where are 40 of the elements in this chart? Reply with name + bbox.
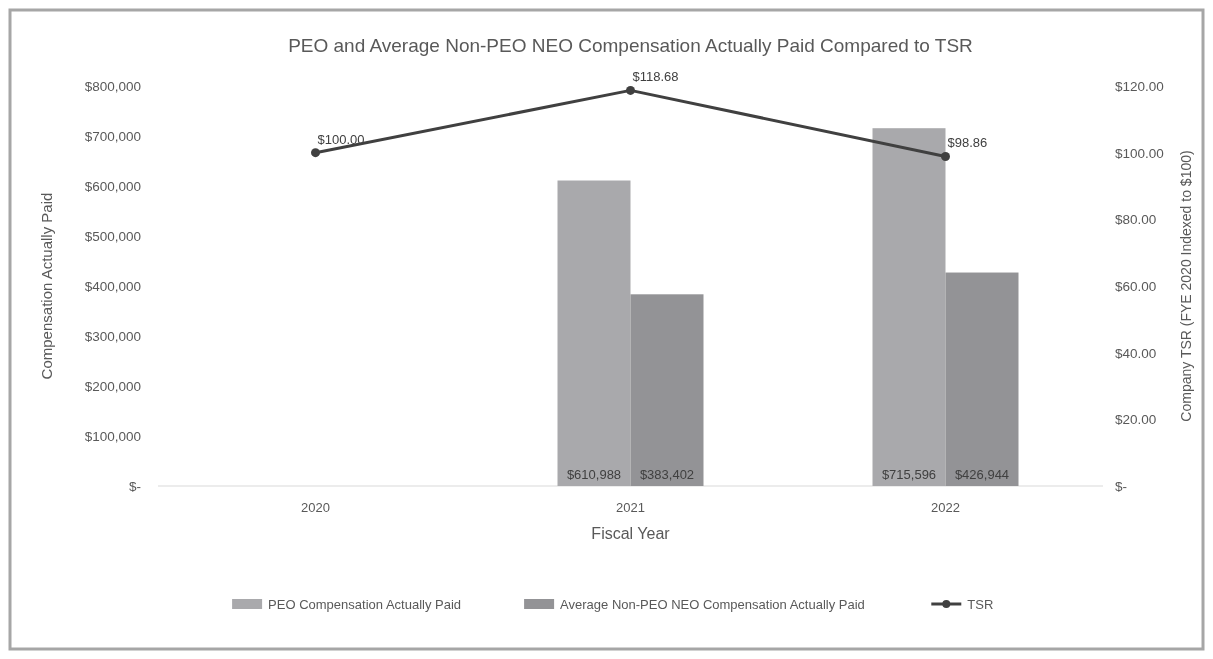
data-label: $383,402 (639, 467, 695, 482)
y2-tick-label: $20.00 (1115, 412, 1157, 428)
y2-tick-label: $60.00 (1115, 279, 1157, 294)
y2-tick-label: $120.00 (1115, 79, 1164, 94)
x-axis-title: Fiscal Year (591, 525, 671, 542)
y2-axis-title: Company TSR (FYE 2020 Indexed to $100) (1178, 150, 1194, 422)
y2-tick-label: $80.00 (1115, 212, 1157, 228)
data-label: $118.68 (632, 69, 679, 85)
y-tick-label: $600,000 (84, 179, 141, 194)
y-tick-label: $- (128, 479, 141, 494)
bar (872, 128, 946, 486)
y2-tick-label: $- (1115, 479, 1128, 494)
x-tick-label: 2021 (616, 500, 645, 515)
point (941, 151, 950, 161)
bar (945, 272, 1019, 486)
legend-label: TSR (967, 597, 994, 612)
chart-title: PEO and Average Non-PEO NEO Compensation Actually Paid Compared to TSR (288, 35, 973, 56)
data-label: $100.00 (317, 131, 365, 147)
y-tick-label: $800,000 (84, 79, 141, 94)
y-tick-label: $300,000 (84, 329, 141, 344)
data-label: $610,988 (566, 467, 622, 482)
bar (630, 294, 704, 486)
y-tick-label: $200,000 (84, 379, 141, 394)
x-tick-label: 2020 (301, 500, 330, 515)
x-tick-label: 2022 (931, 500, 960, 515)
y-tick-label: $100,000 (84, 429, 141, 444)
point (311, 148, 320, 158)
data-label: $426,944 (954, 467, 1010, 482)
legend-label: Average Non-PEO NEO Compensation Actually Paid (560, 597, 865, 612)
legend-label: PEO Compensation Actually Paid (268, 597, 462, 612)
data-label: $98.86 (947, 135, 988, 151)
y-axis-title: Compensation Actually Paid (38, 192, 55, 380)
y-tick-label: $400,000 (84, 279, 141, 294)
y2-tick-label: $100.00 (1115, 145, 1164, 161)
point (626, 85, 635, 95)
data-label: $715,596 (881, 467, 937, 482)
y2-tick-label: $40.00 (1115, 345, 1157, 361)
y-tick-label: $500,000 (84, 229, 141, 244)
y-tick-label: $700,000 (84, 129, 141, 144)
bar (557, 180, 631, 486)
